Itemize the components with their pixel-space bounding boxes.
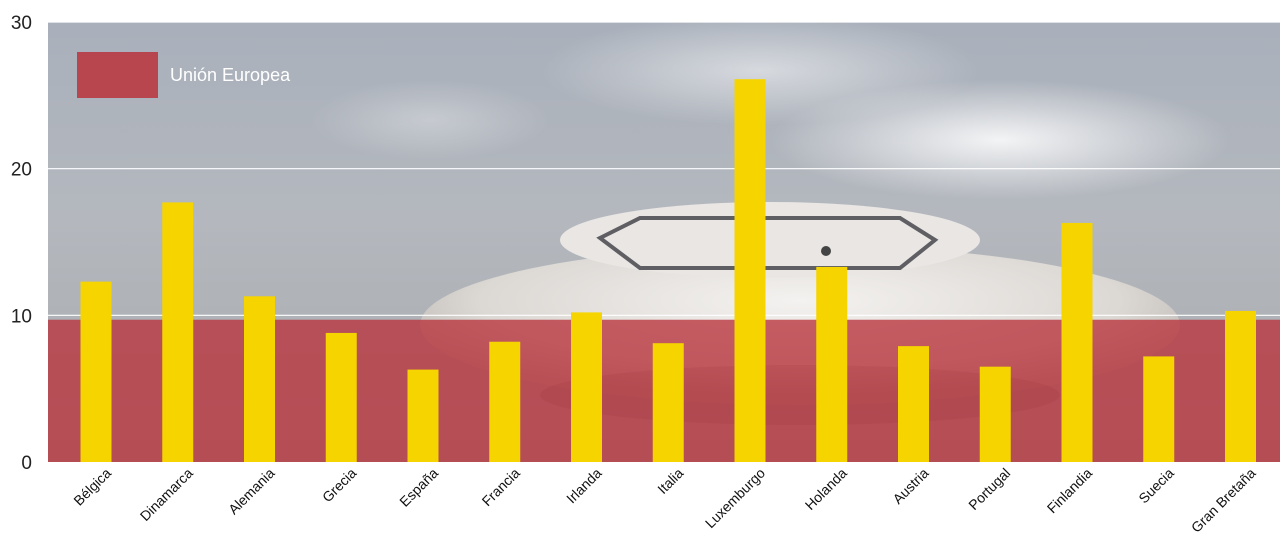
bar bbox=[898, 346, 929, 462]
x-tick-label: Finlandia bbox=[1044, 465, 1096, 517]
x-tick-label: Gran Bretaña bbox=[1188, 465, 1259, 536]
x-tick-label: Austria bbox=[889, 465, 931, 507]
bar bbox=[325, 332, 357, 462]
x-tick-label: Bélgica bbox=[70, 465, 114, 509]
x-tick-label: Francia bbox=[479, 465, 523, 509]
y-tick-label: 0 bbox=[21, 453, 32, 474]
x-tick-label: Holanda bbox=[802, 465, 850, 513]
x-tick-label: Italia bbox=[654, 465, 686, 497]
x-tick-label: Irlanda bbox=[563, 465, 605, 507]
legend: Unión Europea bbox=[77, 52, 291, 98]
legend-swatch bbox=[77, 52, 158, 98]
x-tick-label: Grecia bbox=[319, 465, 360, 506]
bar bbox=[734, 79, 766, 462]
bar bbox=[1225, 310, 1256, 462]
bar bbox=[1061, 222, 1093, 462]
bar bbox=[652, 343, 684, 462]
y-tick-label: 30 bbox=[11, 13, 32, 34]
bar bbox=[979, 366, 1011, 462]
bar bbox=[244, 296, 275, 462]
x-tick-label: Alemania bbox=[225, 465, 278, 518]
x-tick-label: Luxemburgo bbox=[702, 465, 768, 531]
bar bbox=[489, 341, 521, 462]
bar bbox=[162, 202, 194, 462]
y-tick-label: 20 bbox=[11, 160, 32, 181]
bar bbox=[1143, 356, 1175, 462]
x-tick-label: Portugal bbox=[965, 465, 1013, 513]
y-tick-label: 10 bbox=[11, 306, 32, 327]
x-tick-label: España bbox=[396, 465, 441, 510]
bar bbox=[816, 266, 848, 462]
x-tick-label: Suecia bbox=[1135, 465, 1177, 507]
bar bbox=[571, 312, 602, 462]
x-tick-label: Dinamarca bbox=[137, 465, 196, 524]
legend-label: Unión Europea bbox=[170, 65, 291, 85]
bar bbox=[80, 281, 112, 462]
bar bbox=[407, 369, 439, 462]
